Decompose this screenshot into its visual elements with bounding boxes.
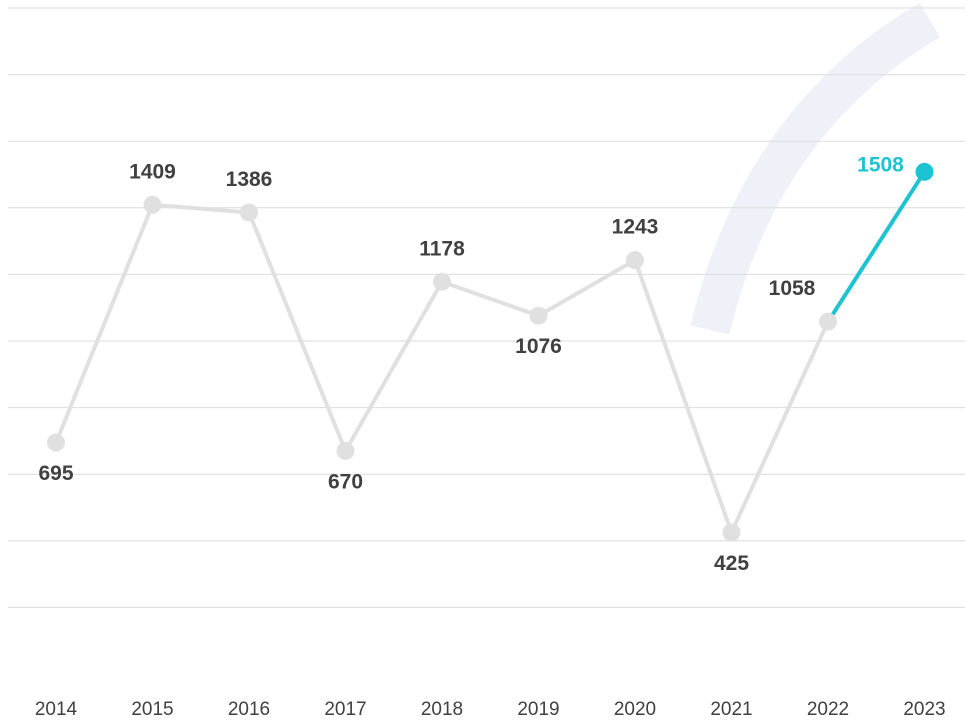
x-tick-label: 2016 (228, 699, 270, 720)
data-label: 695 (38, 462, 73, 485)
point (915, 162, 934, 181)
x-tick-label: 2015 (131, 699, 173, 720)
point (529, 306, 548, 325)
x-tick-label: 2021 (710, 699, 752, 720)
data-label: 1409 (129, 160, 176, 183)
data-label: 1243 (612, 216, 659, 239)
x-tick-label: 2023 (903, 699, 945, 720)
point (819, 312, 837, 331)
x-tick-label: 2017 (324, 699, 366, 720)
watermark (690, 2, 941, 335)
x-tick-label: 2019 (517, 699, 559, 720)
x-tick-label: 2020 (614, 699, 656, 720)
point (47, 433, 65, 452)
data-label: 1178 (419, 237, 465, 260)
x-tick-label: 2018 (421, 699, 463, 720)
point (240, 203, 258, 222)
data-label: 425 (714, 552, 749, 575)
data-label: 1076 (515, 335, 562, 358)
point (143, 195, 162, 214)
point (626, 251, 644, 270)
point (722, 523, 741, 542)
data-label: 670 (328, 470, 363, 493)
data-label: 1508 (857, 153, 904, 176)
data-label: 1386 (226, 168, 273, 191)
highlight-line (826, 170, 927, 323)
point (433, 272, 451, 291)
data-label: 1058 (769, 277, 816, 300)
x-tick-label: 2022 (807, 699, 849, 720)
x-tick-label: 2014 (35, 699, 78, 720)
point (336, 441, 355, 460)
